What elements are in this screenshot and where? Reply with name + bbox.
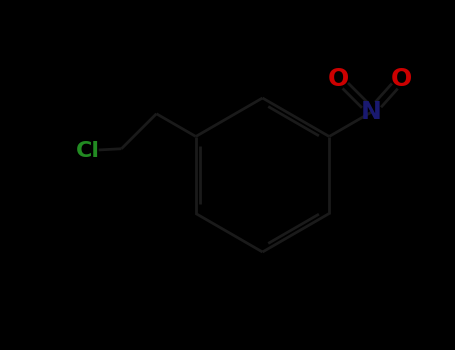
Text: Cl: Cl: [76, 140, 100, 161]
Text: O: O: [328, 67, 349, 91]
Text: N: N: [361, 100, 382, 124]
Text: O: O: [391, 67, 412, 91]
